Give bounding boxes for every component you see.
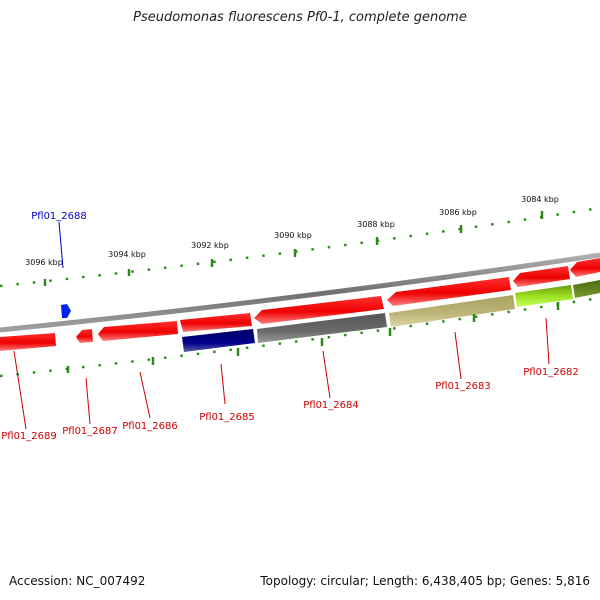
gene-arrow-pfl01-2683-fwd[interactable] xyxy=(387,277,511,306)
map-title: Pseudomonas fluorescens Pf0-1, complete … xyxy=(133,10,467,25)
forward-strand xyxy=(0,258,600,351)
tick-label: 3086 kbp xyxy=(439,208,477,217)
gene-label-pfl01-2688[interactable]: Pfl01_2688 xyxy=(31,211,87,222)
leader-line-pfl01-2685 xyxy=(220,363,226,405)
gene-arrow-pfl01-2682-fwd[interactable] xyxy=(513,266,570,287)
gene-block-pfl01-2684[interactable] xyxy=(257,313,387,343)
genome-backbone xyxy=(0,252,600,333)
leader-line-pfl01-2686 xyxy=(139,371,151,419)
gene-block-edge[interactable] xyxy=(573,280,600,298)
gene-arrow-pfl01-2687[interactable] xyxy=(76,329,93,343)
major-ticks: 3096 kbp 3094 kbp 3092 kbp 3090 kbp 3088… xyxy=(25,195,559,286)
gene-arrow-pfl01-2688[interactable] xyxy=(61,304,71,318)
gene-label-pfl01-2684[interactable]: Pfl01_2684 xyxy=(303,400,359,411)
gene-label-pfl01-2689[interactable]: Pfl01_2689 xyxy=(1,431,57,442)
gene-arrow-pfl01-2689[interactable] xyxy=(0,333,56,351)
tick-label: 3090 kbp xyxy=(274,231,312,240)
tick-label: 3084 kbp xyxy=(521,195,559,204)
reverse-strand xyxy=(182,280,600,352)
gene-block-pfl01-2682[interactable] xyxy=(515,285,573,307)
leader-line-pfl01-2687 xyxy=(85,377,91,425)
leader-line-pfl01-2689 xyxy=(13,350,27,430)
genome-summary: Topology: circular; Length: 6,438,405 bp… xyxy=(260,574,590,588)
gene-label-pfl01-2687[interactable]: Pfl01_2687 xyxy=(62,426,118,437)
leader-line-pfl01-2684 xyxy=(322,350,331,399)
gene-arrow-edge[interactable] xyxy=(570,258,600,277)
gene-arrow-pfl01-2684-fwd[interactable] xyxy=(254,296,384,324)
leader-line-pfl01-2688 xyxy=(58,221,64,269)
gene-label-pfl01-2683[interactable]: Pfl01_2683 xyxy=(435,381,491,392)
outer-tick-ring xyxy=(0,206,600,288)
tick-label: 3096 kbp xyxy=(25,258,63,267)
gene-label-pfl01-2685[interactable]: Pfl01_2685 xyxy=(199,412,255,423)
accession-text: Accession: NC_007492 xyxy=(9,574,146,588)
leader-lines xyxy=(13,221,550,430)
leader-line-pfl01-2683 xyxy=(454,331,462,380)
tick-label: 3088 kbp xyxy=(357,220,395,229)
gene-block-pfl01-2685[interactable] xyxy=(182,329,255,352)
tick-label: 3092 kbp xyxy=(191,241,229,250)
gene-label-pfl01-2686[interactable]: Pfl01_2686 xyxy=(122,421,178,432)
gene-labels: Pfl01_2688 Pfl01_2689 Pfl01_2687 Pfl01_2… xyxy=(1,211,579,442)
gene-arrow-pfl01-2686[interactable] xyxy=(98,321,178,341)
gene-arrow-pfl01-2685-fwd[interactable] xyxy=(180,313,252,332)
tick-label: 3094 kbp xyxy=(108,250,146,259)
leader-line-pfl01-2682 xyxy=(545,317,550,365)
inner-tick-ring xyxy=(0,296,600,378)
gene-label-pfl01-2682[interactable]: Pfl01_2682 xyxy=(523,367,579,378)
gene-block-pfl01-2683[interactable] xyxy=(389,295,515,327)
